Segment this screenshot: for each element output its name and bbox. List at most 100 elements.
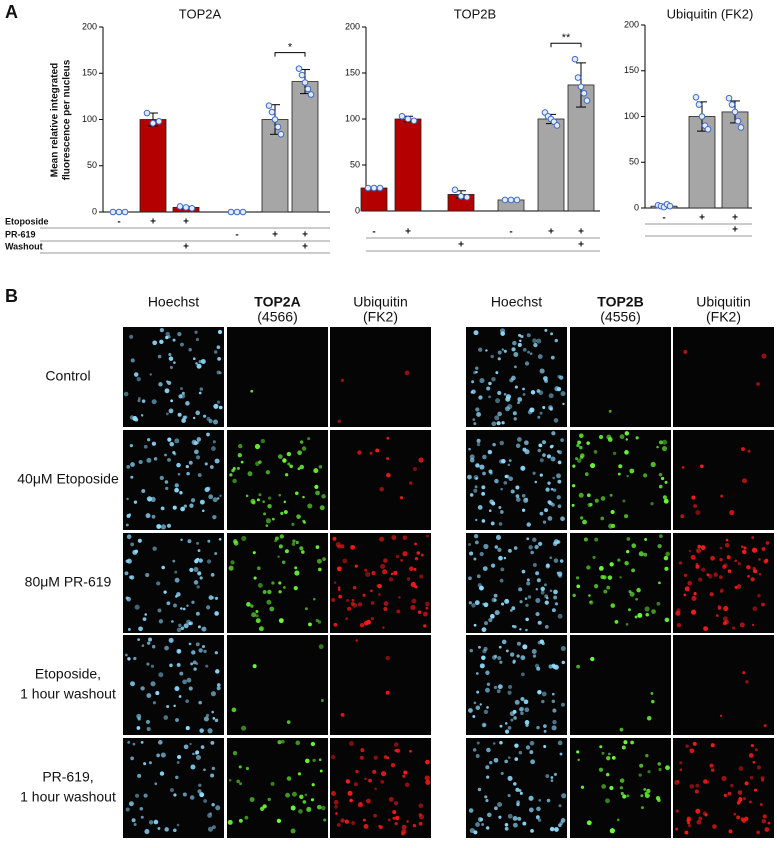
cell — [267, 496, 272, 500]
cell — [338, 594, 343, 599]
cell — [380, 771, 387, 777]
cell — [192, 660, 197, 665]
treatment-mark: + — [578, 227, 584, 238]
cell — [561, 660, 566, 665]
cell — [231, 468, 235, 473]
cell — [123, 391, 129, 397]
cell — [347, 790, 353, 796]
cell — [147, 438, 151, 442]
cell — [394, 822, 398, 826]
micrograph — [466, 430, 567, 530]
cell — [610, 603, 616, 608]
cell — [377, 593, 381, 596]
cell — [737, 562, 741, 566]
micrograph-bg — [673, 430, 774, 530]
cell — [562, 402, 565, 406]
micrograph-bg — [570, 533, 671, 633]
micrograph — [673, 533, 774, 633]
cell — [195, 754, 202, 761]
cell — [126, 497, 129, 501]
cell — [315, 545, 320, 549]
cell — [554, 386, 560, 392]
cell — [377, 584, 382, 589]
cell — [516, 654, 520, 658]
micrograph-bg — [330, 635, 431, 735]
cell — [182, 415, 187, 420]
cell — [690, 609, 697, 615]
cell — [198, 648, 203, 653]
cell — [263, 512, 267, 516]
cell — [537, 818, 542, 822]
cell — [717, 605, 722, 609]
treatment-mark: - — [235, 230, 238, 241]
cell — [556, 450, 560, 453]
micrograph — [330, 533, 431, 633]
cell — [476, 411, 482, 417]
cell — [420, 553, 424, 557]
cell — [612, 451, 617, 456]
cell — [481, 655, 486, 661]
cell — [485, 765, 490, 770]
cell — [629, 468, 635, 474]
cell — [160, 506, 165, 511]
cell — [658, 484, 663, 489]
cell — [526, 578, 530, 582]
cell — [537, 415, 541, 419]
cell — [485, 826, 490, 830]
significance-label: * — [288, 42, 293, 54]
cell — [158, 740, 163, 745]
cell — [423, 624, 427, 628]
cell — [523, 699, 529, 705]
cell — [386, 436, 390, 440]
cell — [219, 494, 222, 498]
cell — [200, 358, 206, 365]
cell — [210, 691, 216, 697]
cell — [529, 352, 533, 355]
cell — [557, 460, 562, 465]
cell — [751, 536, 755, 539]
cell — [481, 722, 487, 728]
cell — [741, 478, 748, 484]
cell — [258, 460, 262, 464]
cell — [751, 623, 755, 627]
data-point — [307, 91, 315, 98]
cell — [719, 557, 723, 562]
cell — [660, 476, 665, 481]
cell — [145, 572, 150, 578]
cell — [507, 463, 511, 467]
cell — [175, 595, 178, 598]
cell — [126, 464, 131, 469]
micrograph — [570, 635, 671, 735]
cell — [340, 544, 345, 549]
cell — [186, 677, 192, 683]
cell — [321, 805, 326, 811]
cell — [737, 790, 743, 795]
cell — [143, 793, 148, 798]
cell — [156, 753, 160, 758]
cell — [199, 387, 204, 391]
cell — [371, 571, 376, 576]
cell — [207, 826, 214, 832]
cell — [691, 495, 696, 500]
cell — [551, 431, 556, 436]
cell — [702, 811, 707, 816]
column-header: TOP2A — [254, 294, 300, 310]
cell — [539, 368, 545, 374]
treatment-mark: + — [405, 227, 411, 238]
cell — [332, 536, 337, 541]
cell — [522, 447, 527, 452]
cell — [513, 546, 518, 550]
cell — [196, 585, 200, 589]
cell — [295, 491, 299, 495]
y-tick-label: 200 — [82, 21, 97, 31]
cell — [636, 587, 641, 593]
cell — [180, 607, 183, 610]
cell — [406, 577, 411, 581]
data-point — [376, 184, 384, 192]
cell — [277, 555, 280, 559]
cell — [490, 563, 496, 568]
cell — [198, 359, 202, 364]
cell — [145, 719, 151, 725]
cell — [744, 816, 749, 822]
cell — [558, 804, 562, 808]
